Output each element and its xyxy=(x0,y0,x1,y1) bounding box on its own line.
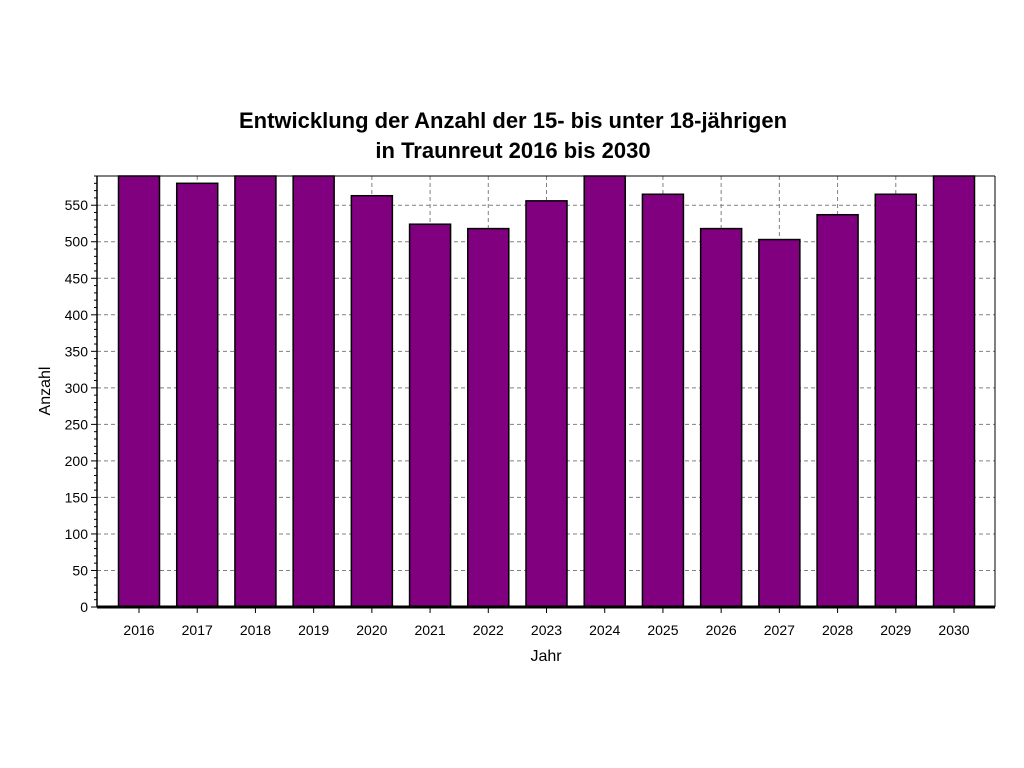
bar-2027 xyxy=(758,238,801,608)
y-tick-label: 550 xyxy=(65,197,89,213)
bar-2022 xyxy=(467,227,510,608)
x-tick-label: 2030 xyxy=(938,622,969,638)
bar-2023 xyxy=(525,200,568,608)
bar-2020 xyxy=(350,194,394,608)
x-tick-label: 2023 xyxy=(531,622,562,638)
bar-2030 xyxy=(932,175,976,608)
x-tick-labels: 2016 2017 2018 2019 2020 2021 2022 2023 2024 2025… xyxy=(123,622,969,638)
x-tick-label: 2027 xyxy=(764,622,795,638)
y-tick-label: 450 xyxy=(65,270,89,286)
x-tick-label: 2028 xyxy=(822,622,853,638)
chart-subtitle: in Traunreut 2016 bis 2030 xyxy=(375,138,650,163)
y-tick-label: 300 xyxy=(65,380,89,396)
x-tick-label: 2022 xyxy=(473,622,504,638)
bar-2016 xyxy=(117,175,161,608)
bar-2017 xyxy=(175,182,219,608)
y-axis-label: Anzahl xyxy=(37,367,54,416)
y-tick-label: 100 xyxy=(65,526,89,542)
x-tick-label: 2025 xyxy=(647,622,678,638)
y-tick-label: 150 xyxy=(65,489,89,505)
y-tick-label: 350 xyxy=(65,343,89,359)
x-tick-label: 2019 xyxy=(298,622,329,638)
x-tick-label: 2029 xyxy=(880,622,911,638)
bars xyxy=(117,175,976,608)
x-axis-label: Jahr xyxy=(530,648,562,665)
axes xyxy=(91,175,996,613)
x-tick-label: 2024 xyxy=(589,622,620,638)
bar-2021 xyxy=(408,223,452,608)
bar-2025 xyxy=(641,193,685,608)
y-tick-label: 500 xyxy=(65,234,89,250)
chart-title: Entwicklung der Anzahl der 15- bis unter… xyxy=(239,108,787,133)
y-tick-label: 250 xyxy=(65,416,89,432)
y-tick-label: 0 xyxy=(80,599,88,615)
y-tick-label: 200 xyxy=(65,453,89,469)
x-tick-label: 2017 xyxy=(182,622,213,638)
bar-2026 xyxy=(699,227,743,608)
x-tick-label: 2020 xyxy=(356,622,387,638)
x-tick-label: 2018 xyxy=(240,622,271,638)
y-tick-labels: 0 50 100 150 200 250 300 350 400 450 500 550 xyxy=(65,197,89,615)
bar-2018 xyxy=(234,175,277,608)
bar-2028 xyxy=(816,213,859,608)
bar-2024 xyxy=(583,175,626,608)
bar-2019 xyxy=(292,175,335,608)
y-tick-label: 50 xyxy=(72,562,88,578)
x-tick-label: 2026 xyxy=(706,622,737,638)
x-tick-label: 2021 xyxy=(414,622,445,638)
bar-2029 xyxy=(874,193,918,608)
x-tick-label: 2016 xyxy=(123,622,154,638)
y-tick-label: 400 xyxy=(65,307,89,323)
